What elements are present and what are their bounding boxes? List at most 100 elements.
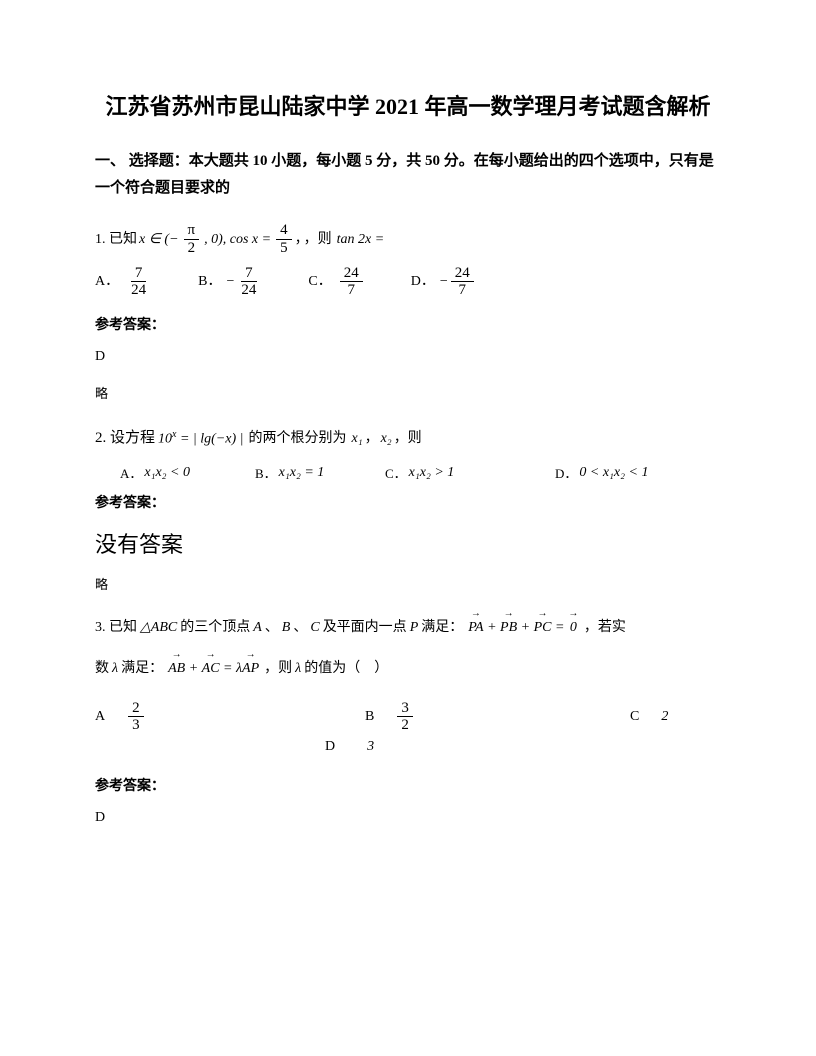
page-title: 江苏省苏州市昆山陆家中学 2021 年高一数学理月考试题含解析 [95,90,721,123]
q3-option-c: C 2 [630,709,670,725]
q3-opt-c-val: 2 [661,709,668,725]
q3-mid7: 的值为（ ） [304,654,388,685]
q3-answer: D [95,810,721,826]
question-1: 1. 已知 x ∈ (− π 2 , 0), cos x = 4 5 ， ，则 … [95,222,721,256]
option-label: A． [95,264,119,299]
frac-num: 4 [276,222,292,240]
option-label: B． [255,463,277,482]
frac-num: 24 [340,265,363,283]
q1-then-text: ，则 [304,225,332,256]
q1-option-d: D． − 24 7 [411,264,477,299]
frac-den: 3 [128,717,144,734]
q2-option-a: A． x₁x₂ < 0 [120,463,255,482]
q3-answer-label: 参考答案： [95,775,721,795]
q2-options: A． x₁x₂ < 0 B． x₁x₂ = 1 C． x₁x₂ > 1 D． 0… [120,463,721,482]
q3-opt-b-frac: 3 2 [397,700,413,734]
q2-option-b: B． x₁x₂ = 1 [255,463,385,482]
option-label: D [325,739,335,755]
option-label: C． [385,463,407,482]
q3-mid4: ，若实 [584,613,626,644]
q2-opt-a-val: x₁x₂ < 0 [144,465,190,481]
q3-option-b: B 3 2 [365,700,630,734]
frac-den: 7 [455,282,471,299]
q1-brief: 略 [95,383,721,402]
q2-then: ，则 [394,424,422,455]
neg-sign: − [440,264,448,299]
q3-option-d-row: D 3 [325,739,721,755]
q3-option-a: A 2 3 [95,700,365,734]
q3-vec1: PA + PB + PC = 0 [468,613,579,644]
q1-opt-a-frac: 7 24 [127,265,150,299]
frac-num: 7 [241,265,257,283]
eq-base: 10 [158,431,172,446]
q1-prefix: 1. 已知 [95,225,137,256]
question-2: 2. 设方程 10x = | lg(−x) | 的两个根分别为 x₁ ， x₂ … [95,422,721,455]
q3-b: B [282,613,291,644]
q2-brief: 略 [95,574,721,593]
q1-option-a: A． 7 24 [95,264,153,299]
frac-num: 3 [397,700,413,718]
q2-answer: 没有答案 [95,527,721,559]
q3-triangle: △ABC [140,613,177,644]
frac-den: 7 [343,282,359,299]
neg-sign: − [226,264,234,299]
q3-lambda2: λ [295,654,301,685]
q3-vec2: AB + AC = λAP [168,654,259,685]
q1-option-b: B． − 7 24 [198,264,263,299]
frac-num: 2 [128,700,144,718]
option-label: C． [308,264,331,299]
q1-cond-start: x ∈ (− [139,225,179,256]
q2-opt-d-val: 0 < x₁x₂ < 1 [579,465,648,481]
section-header: 一、 选择题：本大题共 10 小题，每小题 5 分，共 50 分。在每小题给出的… [95,148,721,202]
q1-opt-b-frac: 7 24 [237,265,260,299]
q2-comma: ， [365,424,379,455]
q2-option-c: C． x₁x₂ > 1 [385,463,555,482]
q1-frac-cos: 4 5 [276,222,292,256]
q3-option-d: D 3 [325,739,376,755]
q1-opt-d-frac: 24 7 [451,265,474,299]
q3-a: A [253,613,262,644]
frac-num: 24 [451,265,474,283]
frac-den: 24 [127,282,150,299]
q2-x1: x₁ [352,424,363,455]
q2-prefix: 2. 设方程 [95,422,155,455]
option-label: A． [120,463,142,482]
q1-options: A． 7 24 B． − 7 24 C． 24 7 D． − 24 7 [95,264,721,299]
option-label: B． [198,264,221,299]
q1-frac-pi: π 2 [184,222,200,256]
q2-opt-c-val: x₁x₂ > 1 [409,465,455,481]
q2-middle: 的两个根分别为 [249,424,347,455]
q3-prefix: 3. 已知 [95,613,137,644]
q3-line2-prefix: 数 [95,654,109,685]
q3-mid1: 的三个顶点 [180,613,250,644]
q1-answer: D [95,349,721,365]
q3-opt-a-frac: 2 3 [128,700,144,734]
option-label: D． [411,264,435,299]
q3-dot2: 、 [293,613,307,644]
question-3: 3. 已知 △ABC 的三个顶点 A 、 B 、 C 及平面内一点 P 满足： … [95,613,721,685]
q3-c: C [310,613,319,644]
q2-option-d: D． 0 < x₁x₂ < 1 [555,463,650,482]
q2-answer-label: 参考答案： [95,492,721,512]
q3-options: A 2 3 B 3 2 C 2 [95,700,721,734]
q1-answer-label: 参考答案： [95,314,721,334]
option-label: A [95,709,105,725]
option-label: D． [555,463,577,482]
eq-right: = | lg(−x) | [180,431,244,446]
frac-den: 24 [237,282,260,299]
q3-p: P [410,613,419,644]
option-label: C [630,709,639,725]
q3-mid2: 及平面内一点 [323,613,407,644]
frac-num: π [184,222,200,240]
q3-mid6: ，则 [264,654,292,685]
frac-num: 7 [131,265,147,283]
option-label: B [365,709,374,725]
q3-mid5: 满足： [121,654,163,685]
q3-mid3: 满足： [421,613,463,644]
q2-opt-b-val: x₁x₂ = 1 [279,465,325,481]
q3-lambda: λ [112,654,118,685]
frac-den: 5 [276,240,292,257]
q3-opt-d-val: 3 [367,739,374,755]
q2-x2: x₂ [381,424,392,455]
q1-opt-c-frac: 24 7 [340,265,363,299]
